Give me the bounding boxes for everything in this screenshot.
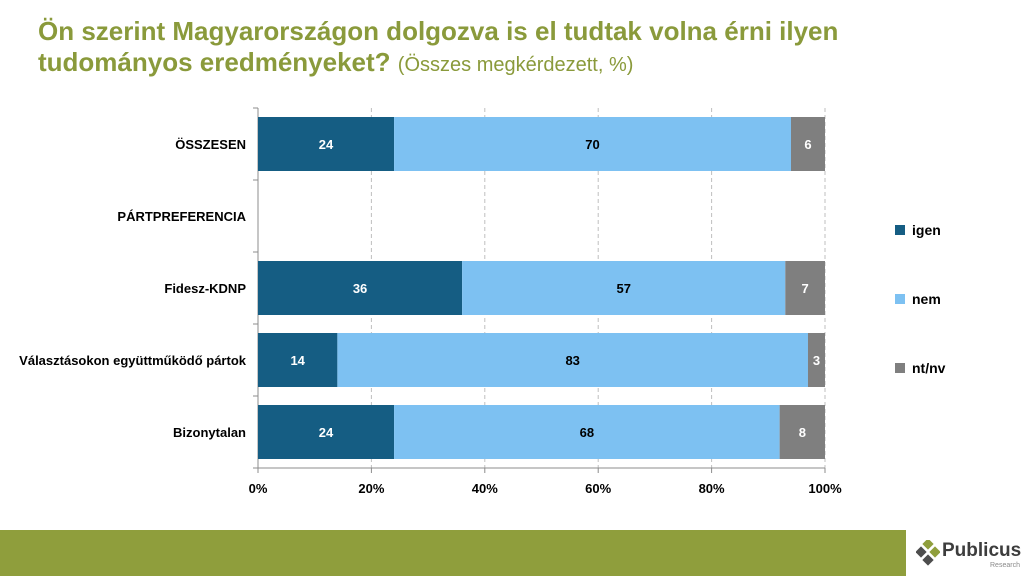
bar-value-label: 70: [585, 137, 599, 152]
legend-swatch: [895, 363, 905, 373]
bar-value-label: 3: [813, 353, 820, 368]
category-label: Bizonytalan: [173, 425, 246, 440]
legend-label: nt/nv: [912, 360, 946, 376]
bars-layer: 24 70 6 36 57 7 14 83 3 24 68 8: [258, 117, 825, 459]
x-tick-label: 20%: [358, 481, 384, 496]
category-labels: ÖSSZESEN PÁRTPREFERENCIA Fidesz-KDNP Válasz…: [19, 137, 247, 440]
bar-segment-nt-nv: [790, 117, 825, 171]
bar-segment-nem: [337, 333, 808, 387]
bar-value-label: 36: [353, 281, 367, 296]
footer-band: [0, 530, 906, 576]
bar-segment-nt-nv: [807, 333, 825, 387]
bar-value-label: 8: [799, 425, 806, 440]
bar-segment-nem: [394, 405, 780, 459]
x-tick-label: 100%: [808, 481, 842, 496]
legend-label: nem: [912, 291, 941, 307]
bar-segment-nt-nv: [779, 405, 825, 459]
bar-segment-igen: [258, 261, 463, 315]
bar-value-label: 7: [802, 281, 809, 296]
bar-value-label: 24: [319, 137, 334, 152]
bar-value-label: 57: [616, 281, 630, 296]
x-tick-label: 60%: [585, 481, 611, 496]
category-label: Fidesz-KDNP: [164, 281, 246, 296]
category-label: PÁRTPREFERENCIA: [117, 209, 246, 224]
x-tick-label: 80%: [699, 481, 725, 496]
x-tick-labels: 0% 20% 40% 60% 80% 100%: [249, 481, 842, 496]
legend-swatch: [895, 225, 905, 235]
publicus-logo: Publicus Research: [916, 538, 1024, 572]
bar-value-label: 14: [290, 353, 305, 368]
legend-swatch: [895, 294, 905, 304]
logo-subtext: Research: [990, 562, 1020, 569]
x-tick-label: 40%: [472, 481, 498, 496]
x-tick-label: 0%: [249, 481, 268, 496]
bar-segment-igen: [258, 333, 338, 387]
stacked-bar-chart: 24 70 6 36 57 7 14 83 3 24 68 8 ÖSSZESEN PÁRTPREFERE…: [19, 107, 946, 496]
chart-title-block: Ön szerint Magyarországon dolgozva is el…: [38, 16, 998, 81]
bar-segment-nt-nv: [785, 261, 825, 315]
legend-label: igen: [912, 222, 941, 238]
bar-value-label: 83: [565, 353, 579, 368]
logo-text: Publicus: [942, 540, 1022, 561]
bar-segment-igen: [258, 405, 395, 459]
bar-value-label: 24: [319, 425, 334, 440]
bar-segment-nem: [394, 117, 791, 171]
bar-value-label: 68: [580, 425, 594, 440]
legend: igen nem nt/nv: [895, 222, 946, 376]
category-label: ÖSSZESEN: [175, 137, 246, 152]
category-label: Választásokon együttműködő pártok: [19, 353, 247, 368]
chart-title: Ön szerint Magyarországon dolgozva is el…: [38, 16, 839, 77]
logo-mark-icon: [916, 540, 940, 566]
bar-segment-igen: [258, 117, 395, 171]
chart-subtitle: (Összes megkérdezett, %): [397, 54, 634, 76]
bar-value-label: 6: [804, 137, 811, 152]
bar-segment-nem: [462, 261, 786, 315]
